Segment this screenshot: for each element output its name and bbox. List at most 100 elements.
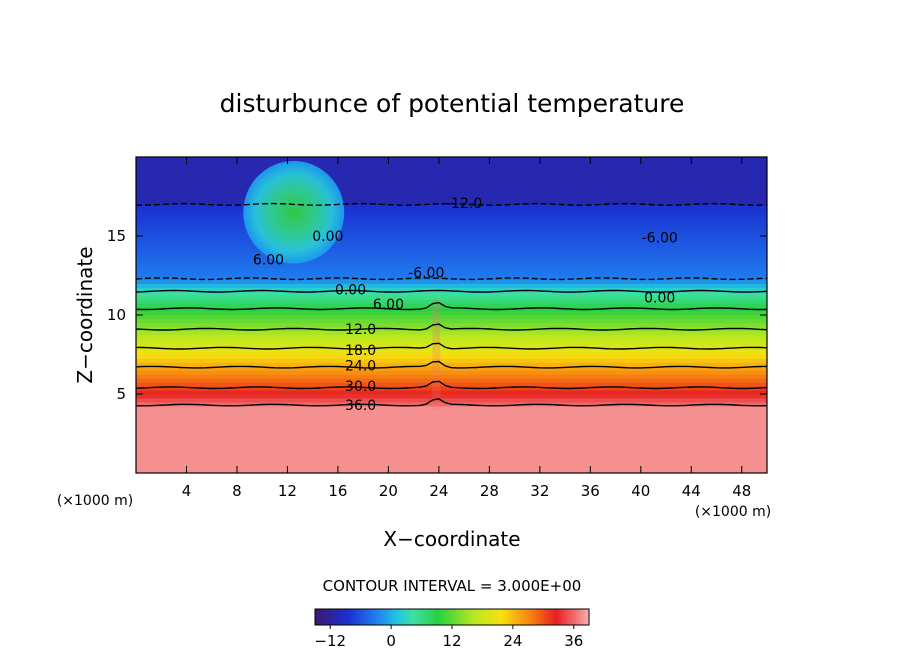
warm-plume — [243, 160, 345, 264]
color-band — [136, 322, 767, 328]
contour-line — [136, 342, 767, 350]
color-band — [136, 267, 767, 273]
color-band — [136, 354, 767, 359]
colorbar-tick-label: 0 — [386, 632, 396, 650]
color-band — [136, 203, 767, 209]
contour-line — [136, 301, 767, 311]
color-band — [136, 294, 767, 300]
x-tick-label: 24 — [429, 482, 448, 500]
color-band — [136, 196, 767, 201]
colorbar: −12 0 12 24 36 — [314, 608, 590, 650]
color-band — [136, 298, 767, 304]
y-tick-label: 5 — [116, 385, 126, 403]
colorbar-tick-label: 36 — [564, 632, 583, 650]
x-tick-label: 20 — [379, 482, 398, 500]
color-band — [136, 184, 767, 190]
color-band — [136, 460, 767, 466]
contour-label: 0.00 — [335, 283, 366, 299]
x-tick-label: 44 — [682, 482, 701, 500]
color-band — [136, 421, 767, 427]
color-band — [136, 239, 767, 245]
color-band — [136, 433, 767, 438]
color-band — [136, 192, 767, 197]
color-band — [136, 271, 767, 276]
color-band — [136, 255, 767, 261]
contour-line — [136, 289, 767, 293]
color-band — [136, 176, 767, 182]
y-tick-label: 10 — [107, 306, 126, 324]
plot-area — [136, 157, 767, 473]
color-band — [136, 338, 767, 344]
color-band — [136, 231, 767, 237]
color-band — [136, 275, 767, 280]
color-band — [136, 377, 767, 383]
x-tick-label: 8 — [232, 482, 242, 500]
color-band — [136, 357, 767, 363]
y-axis-label: Z−coordinate — [73, 246, 97, 383]
color-band — [136, 417, 767, 423]
color-band — [136, 385, 767, 391]
color-band — [136, 373, 767, 379]
contour-line — [136, 202, 767, 206]
contour-line — [136, 398, 767, 407]
x-tick-label: 16 — [328, 482, 347, 500]
color-band — [136, 342, 767, 348]
color-band — [136, 282, 767, 288]
color-band — [136, 188, 767, 194]
chart-title: disturbunce of potential temperature — [220, 89, 685, 118]
contour-label: 0.00 — [312, 229, 343, 245]
contour-lines — [136, 202, 767, 407]
x-axis-ticks: 4 8 12 16 20 24 28 32 36 40 44 48 — [182, 157, 751, 500]
color-band — [136, 314, 767, 320]
color-band — [136, 180, 767, 186]
color-band — [136, 259, 767, 265]
color-band — [136, 361, 767, 367]
contour-line — [136, 323, 767, 331]
color-band — [136, 436, 767, 442]
color-band — [136, 160, 767, 166]
color-band — [136, 409, 767, 415]
x-axis-label: X−coordinate — [383, 527, 520, 551]
color-band — [136, 211, 767, 217]
color-band — [136, 468, 767, 473]
color-band — [136, 302, 767, 308]
color-band — [136, 397, 767, 403]
color-band — [136, 389, 767, 395]
colorbar-tick-label: −12 — [314, 632, 346, 650]
color-band — [136, 425, 767, 431]
color-band — [136, 286, 767, 292]
color-band — [136, 334, 767, 340]
x-tick-label: 36 — [581, 482, 600, 500]
contour-labels: -12.0 -6.00 -6.00 0.00 0.00 0.00 6.00 6.00 12.0 1… — [253, 196, 678, 414]
color-band — [136, 157, 767, 162]
contour-label: 18.0 — [345, 343, 376, 359]
color-band — [136, 263, 767, 269]
contour-interval: CONTOUR INTERVAL = 3.000E+00 — [323, 577, 582, 595]
color-band — [136, 381, 767, 387]
color-band — [136, 405, 767, 411]
color-band — [136, 448, 767, 454]
contour-line — [136, 380, 767, 390]
color-band — [136, 350, 767, 355]
contour-label: 6.00 — [373, 297, 404, 313]
contour-line — [136, 277, 767, 281]
contour-label: -6.00 — [408, 265, 444, 281]
y-axis-unit: (×1000 m) — [57, 493, 133, 509]
colorbar-tick-label: 12 — [442, 632, 461, 650]
color-band — [136, 369, 767, 375]
x-axis-unit: (×1000 m) — [695, 504, 771, 520]
color-band — [136, 219, 767, 225]
color-bands — [136, 157, 767, 473]
color-band — [136, 440, 767, 446]
contour-label: -12.0 — [446, 196, 482, 212]
color-band — [136, 215, 767, 221]
contour-label: 36.0 — [345, 398, 376, 414]
contour-line — [136, 360, 767, 369]
x-tick-label: 12 — [278, 482, 297, 500]
color-band — [136, 278, 767, 284]
color-band — [136, 310, 767, 316]
x-tick-label: 32 — [530, 482, 549, 500]
color-band — [136, 168, 767, 174]
colorbar-gradient — [314, 608, 590, 626]
